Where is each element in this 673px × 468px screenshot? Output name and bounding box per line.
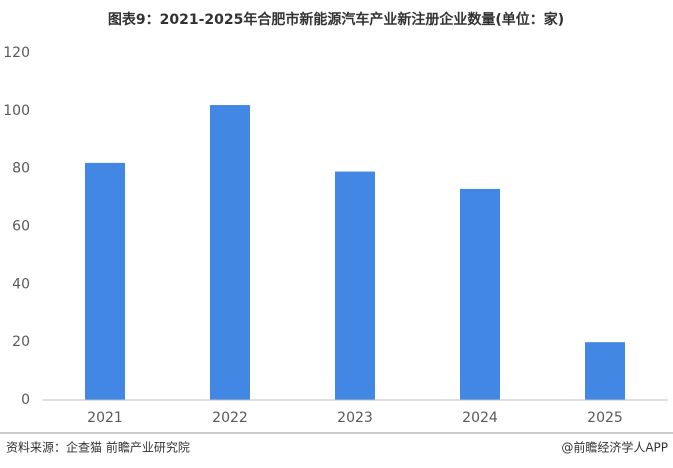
y-tick-label: 0 — [21, 392, 30, 408]
x-tick-label: 2023 — [337, 410, 373, 426]
bar — [335, 171, 375, 400]
bar — [460, 188, 500, 400]
y-tick-label: 80 — [12, 161, 30, 177]
x-tick-label: 2022 — [212, 410, 248, 426]
bar — [585, 342, 625, 400]
bar — [210, 105, 250, 401]
bar — [85, 162, 125, 400]
x-tick-label: 2024 — [462, 410, 498, 426]
y-tick-label: 100 — [3, 103, 30, 119]
x-tick-label: 2021 — [87, 410, 123, 426]
y-tick-label: 120 — [3, 45, 30, 61]
y-tick-label: 40 — [12, 276, 30, 292]
credit-note: @前瞻经济学人APP — [561, 440, 668, 455]
x-tick-label: 2025 — [587, 410, 623, 426]
y-tick-label: 60 — [12, 219, 30, 235]
y-tick-label: 20 — [12, 334, 30, 350]
source-note: 资料来源：企查猫 前瞻产业研究院 — [6, 440, 190, 455]
chart-title: 图表9：2021-2025年合肥市新能源汽车产业新注册企业数量(单位：家) — [108, 11, 564, 28]
